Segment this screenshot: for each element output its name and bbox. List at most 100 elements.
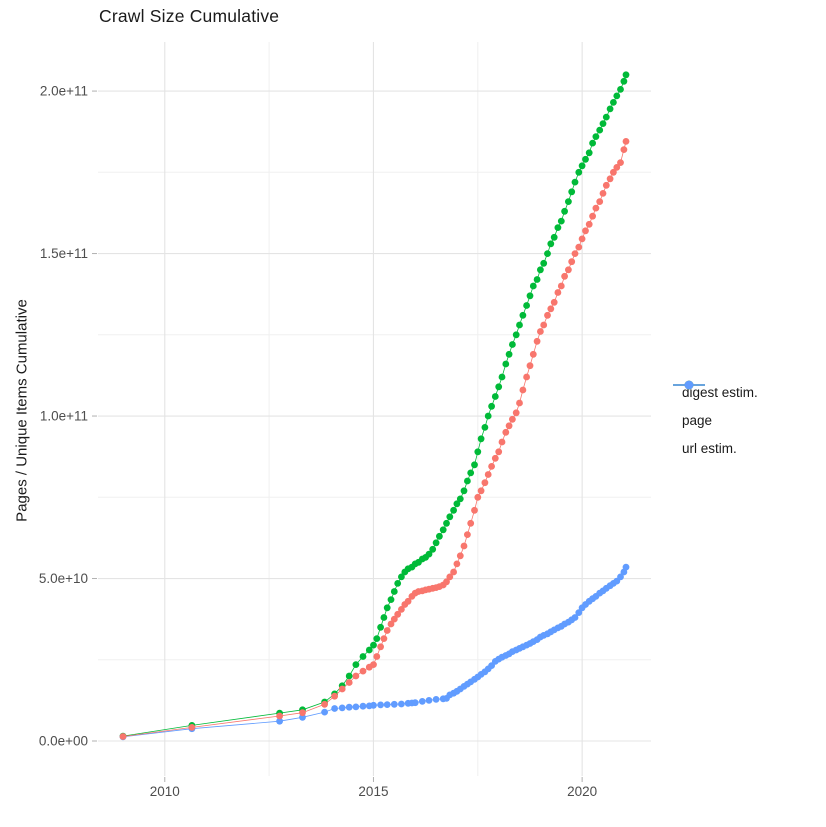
legend-label-url-estim: url estim. bbox=[682, 440, 737, 456]
data-point bbox=[550, 298, 558, 306]
data-point bbox=[589, 139, 596, 147]
data-point bbox=[377, 623, 384, 631]
data-point bbox=[610, 99, 617, 106]
data-point bbox=[425, 697, 433, 704]
data-point bbox=[488, 402, 495, 410]
data-point bbox=[477, 435, 485, 443]
data-point bbox=[276, 712, 283, 720]
data-point bbox=[345, 679, 353, 686]
data-point bbox=[617, 159, 624, 167]
data-point bbox=[450, 568, 457, 576]
data-point bbox=[491, 393, 499, 400]
data-point bbox=[575, 609, 583, 616]
legend-item-url-estim: url estim. bbox=[672, 380, 758, 462]
data-point bbox=[495, 383, 503, 391]
data-point bbox=[446, 513, 454, 521]
data-point bbox=[456, 552, 464, 560]
data-point bbox=[575, 243, 583, 251]
data-point bbox=[464, 477, 471, 485]
data-point bbox=[481, 479, 489, 487]
data-point bbox=[596, 198, 604, 206]
data-point bbox=[467, 469, 475, 477]
data-point bbox=[575, 168, 583, 176]
data-point bbox=[565, 198, 572, 206]
data-point bbox=[276, 717, 283, 725]
y-axis-title: Pages / Unique Items Cumulative bbox=[13, 299, 31, 522]
data-point bbox=[345, 703, 353, 711]
data-point bbox=[602, 181, 610, 189]
series-page bbox=[119, 71, 630, 740]
data-point bbox=[617, 573, 624, 581]
data-point bbox=[481, 424, 489, 431]
data-point bbox=[370, 661, 377, 668]
data-point bbox=[533, 276, 541, 283]
data-point bbox=[460, 487, 468, 495]
data-point bbox=[505, 422, 513, 430]
data-point bbox=[377, 643, 384, 651]
data-point bbox=[439, 526, 447, 534]
data-point bbox=[436, 532, 443, 540]
x-tick-label: 2015 bbox=[358, 784, 388, 799]
data-point bbox=[547, 240, 555, 248]
data-point bbox=[446, 573, 454, 581]
data-point bbox=[505, 350, 513, 358]
data-point bbox=[568, 188, 576, 196]
data-point bbox=[443, 519, 450, 527]
y-tick-label: 5.0e+10 bbox=[39, 571, 88, 586]
data-point bbox=[418, 698, 426, 705]
data-point bbox=[491, 454, 499, 462]
gridlines-minor bbox=[98, 42, 651, 776]
data-point bbox=[526, 292, 534, 300]
data-point bbox=[512, 331, 520, 339]
data-point bbox=[352, 703, 360, 711]
data-point bbox=[613, 164, 621, 171]
data-point bbox=[373, 635, 381, 642]
data-point bbox=[561, 272, 568, 280]
data-point bbox=[321, 708, 328, 716]
y-tick-label: 1.5e+11 bbox=[40, 246, 88, 261]
data-point bbox=[474, 493, 482, 501]
data-point bbox=[443, 578, 450, 586]
data-point bbox=[495, 448, 503, 456]
data-point bbox=[474, 448, 482, 456]
data-point bbox=[394, 580, 402, 587]
data-point bbox=[432, 539, 440, 547]
data-point bbox=[565, 266, 572, 274]
data-point bbox=[502, 428, 510, 436]
legend-label-digest-estim: digest estim. bbox=[682, 384, 758, 400]
data-point bbox=[582, 227, 589, 235]
data-point bbox=[321, 700, 328, 708]
x-tick-label: 2020 bbox=[567, 784, 597, 799]
data-point bbox=[352, 661, 360, 668]
data-point bbox=[450, 506, 457, 514]
x-tick-label: 2010 bbox=[150, 784, 180, 799]
data-point bbox=[620, 146, 628, 154]
data-point bbox=[453, 500, 461, 508]
data-point bbox=[554, 289, 562, 296]
data-point bbox=[537, 328, 544, 335]
data-point bbox=[338, 685, 346, 693]
data-point bbox=[398, 700, 405, 708]
data-point bbox=[540, 321, 548, 329]
y-tick-label: 1.0e+11 bbox=[40, 409, 88, 424]
data-point bbox=[411, 699, 419, 707]
data-point bbox=[331, 705, 338, 712]
data-point bbox=[578, 162, 586, 170]
data-point bbox=[453, 560, 461, 568]
data-point bbox=[519, 386, 527, 394]
data-point bbox=[529, 282, 537, 290]
data-point bbox=[592, 133, 600, 141]
data-point bbox=[383, 701, 391, 708]
data-point bbox=[387, 596, 395, 603]
gridlines-major bbox=[98, 42, 651, 776]
data-point bbox=[617, 86, 624, 93]
data-point bbox=[610, 168, 617, 176]
data-point bbox=[516, 321, 523, 329]
series-url-estim bbox=[119, 563, 630, 741]
data-point bbox=[529, 350, 537, 358]
data-point bbox=[498, 438, 506, 446]
data-point bbox=[365, 646, 373, 654]
data-point bbox=[561, 207, 568, 215]
data-point bbox=[119, 733, 127, 740]
data-point bbox=[390, 588, 398, 595]
